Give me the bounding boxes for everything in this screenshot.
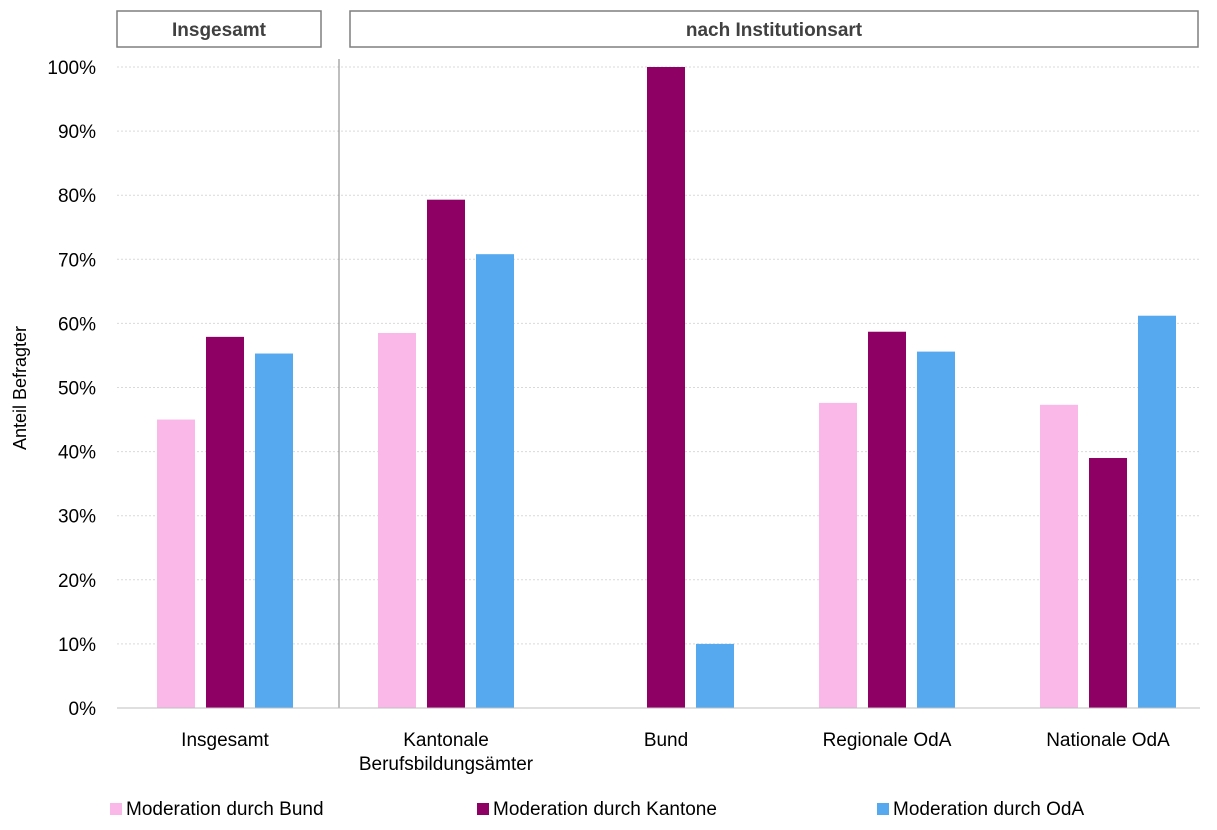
y-tick-label: 60% [58,314,96,335]
group-header-insgesamt: Insgesamt [172,20,267,41]
y-tick-label: 20% [58,571,96,592]
bar [1040,404,1078,708]
y-tick-label: 70% [58,250,96,271]
bar [255,353,293,708]
legend-swatch [477,803,489,815]
y-tick-label: 50% [58,379,96,400]
bar [647,67,685,708]
bar [157,419,195,708]
bar [378,333,416,708]
y-tick-label: 0% [69,699,97,720]
x-category-label: Nationale OdA [1046,730,1170,751]
bar [427,199,465,708]
legend-swatch [110,803,122,815]
y-tick-label: 30% [58,507,96,528]
bar [819,402,857,708]
y-tick-label: 80% [58,186,96,207]
legend-entry: Moderation durch Kantone [493,799,717,820]
group-headers: Insgesamt nach Institutionsart [116,10,1199,48]
y-tick-label: 90% [58,122,96,143]
y-axis-ticks: 0% 10% 20% 30% 40% 50% 60% 70% 80% 90% 100% [47,58,96,720]
bar [917,351,955,708]
bar [1138,315,1176,708]
y-axis-label: Anteil Befragter [10,326,30,450]
bar [476,254,514,708]
group-box-insgesamt [116,10,322,48]
x-category-label: Kantonale Berufsbildungsämter [359,730,534,775]
bar [868,331,906,708]
bar [1089,458,1127,708]
group-header-institutionsart: nach Institutionsart [686,20,863,41]
legend-entry: Moderation durch OdA [893,799,1084,820]
legend-swatch [877,803,889,815]
group-box-institutionsart [349,10,1199,48]
bar [696,643,734,708]
bars [157,67,1176,708]
x-category-label: Insgesamt [181,730,269,751]
y-tick-label: 10% [58,635,96,656]
x-category-label: Regionale OdA [823,730,952,751]
x-axis-labels: Insgesamt Kantonale Berufsbildungsämter Bun… [181,730,1170,775]
y-tick-label: 100% [47,58,96,79]
y-tick-label: 40% [58,443,96,464]
legend: Moderation durch Bund Moderation durch Ka… [110,799,1084,820]
x-category-label: Bund [644,730,688,751]
bar [206,336,244,708]
legend-entry: Moderation durch Bund [126,799,324,820]
